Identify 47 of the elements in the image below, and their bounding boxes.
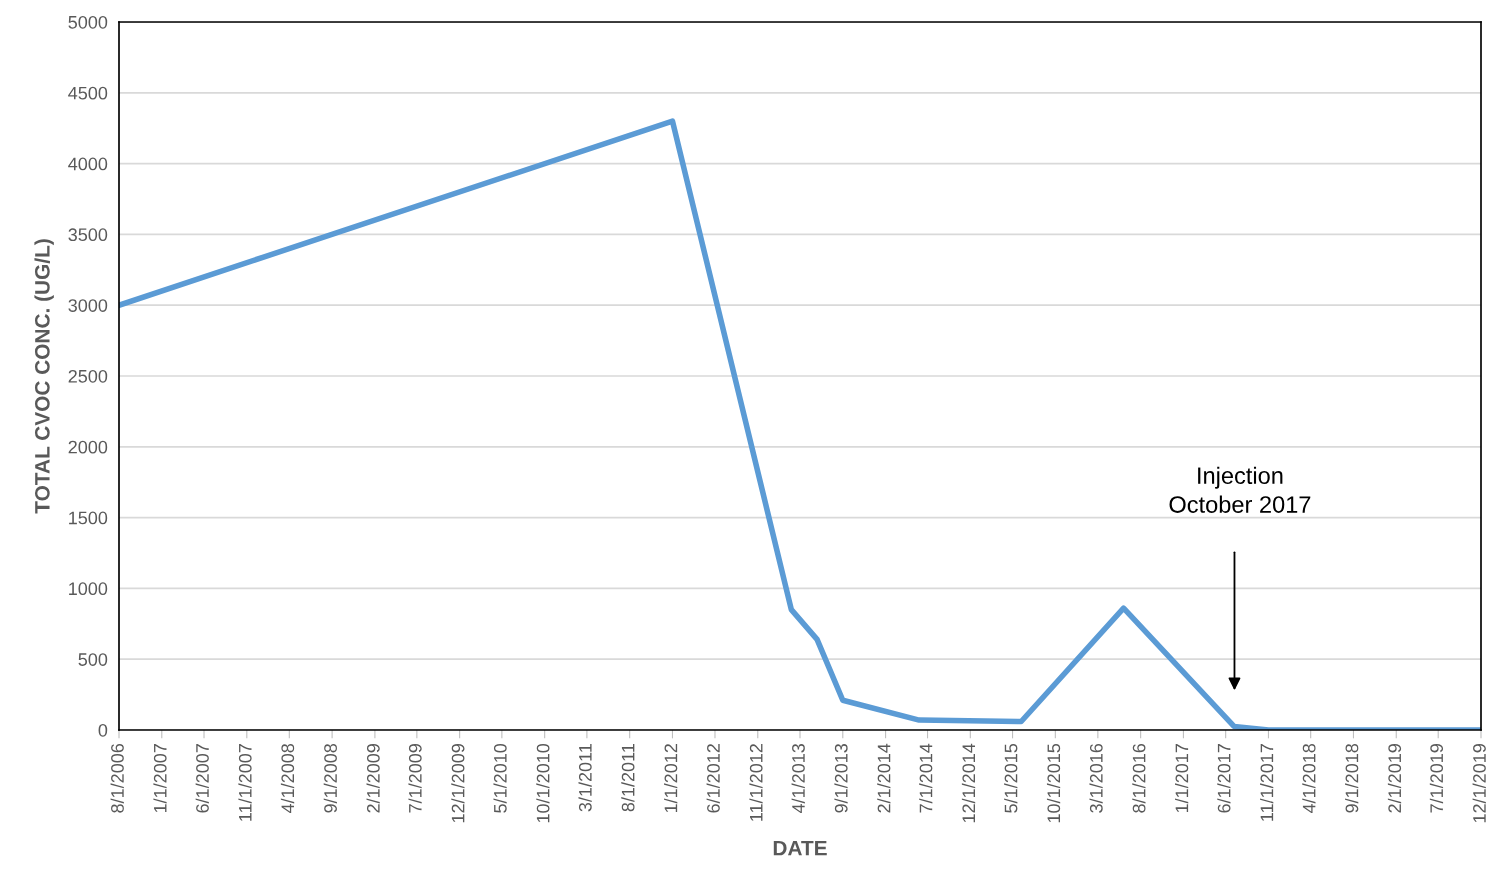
y-tick-label: 2500 [68,369,108,383]
x-tick-label: 2/1/2019 [1387,744,1402,813]
y-tick-label: 3500 [68,228,108,242]
x-tick-label: 7/1/2009 [408,744,422,813]
x-axis-title: DATE [773,840,827,856]
x-tick-label: 10/1/2015 [1046,743,1061,823]
y-tick-label: 1000 [69,582,108,596]
x-tick-label: 7/1/2014 [919,743,933,813]
x-tick-label: 11/1/2007 [238,744,252,821]
x-tick-label: 10/1/2010 [536,743,550,823]
x-tick-label: 5/1/2015 [1004,743,1018,813]
x-tick-label: 11/1/2017 [1260,744,1274,821]
x-tick-label: 7/1/2019 [1429,744,1444,813]
x-tick-label: 12/1/2019 [1472,744,1486,823]
x-tick-label: 11/1/2012 [749,744,763,821]
x-tick-label: 6/1/2017 [1217,744,1231,813]
y-tick-label: 2000 [68,440,108,454]
x-tick-label: 3/1/2016 [1089,743,1103,813]
y-tick-label: 5000 [68,15,108,29]
x-tick-label: 6/1/2007 [195,744,209,813]
x-tick-label: 1/1/2017 [1175,744,1189,813]
x-tick-label: 12/1/2009 [451,744,465,823]
y-tick-label: 0 [98,723,108,737]
y-axis-title: TOTAL CVOC CONC. (UG/L) [34,239,54,514]
x-tick-label: 1/1/2007 [153,744,167,813]
x-tick-label: 6/1/2012 [706,744,720,813]
x-tick-label: 1/1/2012 [664,744,678,813]
y-tick-label: 4500 [68,86,108,100]
x-tick-label: 4/1/2013 [791,743,805,814]
x-tick-label: 12/1/2014 [961,743,976,823]
y-tick-label: 3000 [68,299,108,312]
x-tick-label: 9/1/2013 [834,743,848,813]
y-tick-label: 500 [78,653,108,666]
x-tick-label: 8/1/2011 [621,744,635,812]
y-tick-label: 1500 [69,511,108,525]
x-tick-label: 4/1/2008 [280,743,295,814]
x-tick-label: 9/1/2018 [1345,743,1359,813]
x-tick-label: 8/1/2006 [110,743,124,813]
x-tick-label: 9/1/2008 [323,743,337,813]
x-tick-label: 3/1/2011 [578,744,592,812]
x-tick-label: 8/1/2016 [1132,743,1146,813]
x-tick-label: 2/1/2009 [366,744,380,813]
y-tick-label: 4000 [68,157,108,171]
annotation: Injection October 2017 [1169,466,1311,513]
x-tick-label: 5/1/2010 [493,743,507,813]
x-tick-label: 4/1/2018 [1302,743,1316,814]
x-tick-label: 2/1/2014 [877,743,891,813]
